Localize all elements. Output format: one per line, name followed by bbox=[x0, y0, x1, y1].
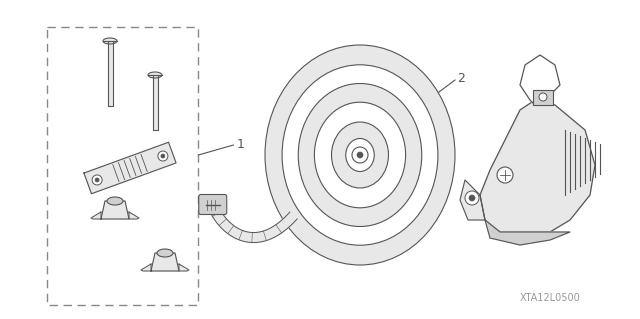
Circle shape bbox=[158, 151, 168, 161]
Polygon shape bbox=[179, 264, 189, 271]
Polygon shape bbox=[208, 203, 297, 242]
FancyBboxPatch shape bbox=[199, 195, 227, 214]
Text: 2: 2 bbox=[457, 72, 465, 85]
Circle shape bbox=[465, 191, 479, 205]
Bar bbox=[152, 75, 157, 130]
Ellipse shape bbox=[314, 102, 406, 208]
Circle shape bbox=[95, 178, 99, 182]
Circle shape bbox=[92, 175, 102, 185]
Text: 1: 1 bbox=[236, 138, 244, 152]
Circle shape bbox=[161, 154, 165, 158]
Polygon shape bbox=[151, 253, 179, 271]
Ellipse shape bbox=[148, 72, 162, 78]
Polygon shape bbox=[460, 180, 485, 220]
Ellipse shape bbox=[282, 65, 438, 245]
Circle shape bbox=[352, 147, 368, 163]
Circle shape bbox=[497, 167, 513, 183]
Ellipse shape bbox=[332, 122, 388, 188]
Text: XTA12L0500: XTA12L0500 bbox=[520, 293, 580, 303]
Ellipse shape bbox=[103, 38, 117, 44]
Circle shape bbox=[469, 195, 475, 201]
Polygon shape bbox=[84, 142, 176, 194]
Ellipse shape bbox=[107, 197, 123, 205]
Ellipse shape bbox=[298, 84, 422, 226]
Bar bbox=[108, 41, 113, 106]
Ellipse shape bbox=[157, 249, 173, 257]
Polygon shape bbox=[141, 264, 151, 271]
Ellipse shape bbox=[265, 45, 455, 265]
Polygon shape bbox=[129, 212, 139, 219]
Polygon shape bbox=[520, 55, 560, 105]
Bar bbox=[47, 27, 198, 305]
Polygon shape bbox=[91, 212, 101, 219]
Circle shape bbox=[539, 93, 547, 101]
Ellipse shape bbox=[346, 138, 374, 172]
Polygon shape bbox=[485, 220, 570, 245]
Circle shape bbox=[357, 152, 363, 158]
Bar bbox=[533, 90, 553, 105]
Polygon shape bbox=[101, 201, 129, 219]
Polygon shape bbox=[480, 100, 595, 232]
